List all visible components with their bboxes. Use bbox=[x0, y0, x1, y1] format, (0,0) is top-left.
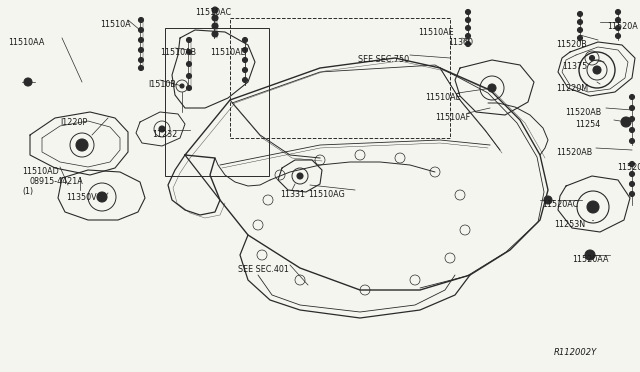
Text: 11520A: 11520A bbox=[607, 22, 637, 31]
Circle shape bbox=[97, 192, 107, 202]
Text: 11520AB: 11520AB bbox=[617, 163, 640, 172]
Circle shape bbox=[138, 58, 143, 62]
Text: 11350V: 11350V bbox=[66, 193, 97, 202]
Text: 08915-4421A: 08915-4421A bbox=[30, 177, 84, 186]
Circle shape bbox=[630, 161, 634, 167]
Text: 11510AF: 11510AF bbox=[435, 113, 470, 122]
Circle shape bbox=[243, 67, 248, 73]
Circle shape bbox=[138, 48, 143, 52]
Circle shape bbox=[186, 86, 191, 90]
Text: 11510AC: 11510AC bbox=[195, 8, 231, 17]
Text: 11520AA: 11520AA bbox=[572, 255, 609, 264]
Bar bbox=[230, 18, 450, 138]
Circle shape bbox=[243, 58, 248, 62]
Circle shape bbox=[616, 26, 621, 31]
Circle shape bbox=[577, 35, 582, 41]
Circle shape bbox=[186, 74, 191, 78]
Circle shape bbox=[76, 139, 88, 151]
Circle shape bbox=[465, 42, 470, 46]
Text: 11375: 11375 bbox=[562, 62, 588, 71]
Circle shape bbox=[621, 117, 631, 127]
Circle shape bbox=[589, 55, 595, 61]
Circle shape bbox=[186, 61, 191, 67]
Circle shape bbox=[243, 38, 248, 42]
Circle shape bbox=[297, 173, 303, 179]
Bar bbox=[165, 28, 269, 176]
Text: 11253N: 11253N bbox=[554, 220, 585, 229]
Circle shape bbox=[616, 33, 621, 38]
Circle shape bbox=[630, 94, 634, 99]
Text: 11220M: 11220M bbox=[556, 84, 588, 93]
Text: 11520B: 11520B bbox=[556, 40, 587, 49]
Text: 11510AB: 11510AB bbox=[160, 48, 196, 57]
Circle shape bbox=[138, 38, 143, 42]
Text: 11510AD: 11510AD bbox=[22, 167, 59, 176]
Circle shape bbox=[465, 26, 470, 31]
Text: l1220P: l1220P bbox=[60, 118, 87, 127]
Text: 11331: 11331 bbox=[280, 190, 305, 199]
Text: 11520AB: 11520AB bbox=[565, 108, 601, 117]
Circle shape bbox=[630, 128, 634, 132]
Text: 11232: 11232 bbox=[152, 130, 177, 139]
Circle shape bbox=[587, 201, 599, 213]
Text: 11520AC: 11520AC bbox=[542, 200, 579, 209]
Circle shape bbox=[465, 33, 470, 38]
Text: R112002Y: R112002Y bbox=[554, 348, 597, 357]
Circle shape bbox=[465, 17, 470, 22]
Circle shape bbox=[577, 12, 582, 16]
Circle shape bbox=[138, 28, 143, 32]
Circle shape bbox=[180, 84, 184, 88]
Circle shape bbox=[159, 126, 165, 132]
Text: 11510AG: 11510AG bbox=[308, 190, 345, 199]
Circle shape bbox=[544, 196, 552, 204]
Text: l1510B: l1510B bbox=[148, 80, 176, 89]
Text: SEE SEC.750: SEE SEC.750 bbox=[358, 55, 409, 64]
Text: 11510AE: 11510AE bbox=[418, 28, 454, 37]
Text: 11360: 11360 bbox=[448, 38, 473, 47]
Text: 11510AD: 11510AD bbox=[210, 48, 247, 57]
Text: 11254: 11254 bbox=[575, 120, 600, 129]
Circle shape bbox=[24, 78, 32, 86]
Circle shape bbox=[243, 48, 248, 52]
Circle shape bbox=[585, 250, 595, 260]
Circle shape bbox=[630, 171, 634, 176]
Circle shape bbox=[186, 38, 191, 42]
Text: (1): (1) bbox=[22, 187, 33, 196]
Circle shape bbox=[212, 7, 218, 13]
Circle shape bbox=[630, 182, 634, 186]
Text: 11510AA: 11510AA bbox=[8, 38, 44, 47]
Circle shape bbox=[465, 10, 470, 15]
Circle shape bbox=[138, 17, 143, 22]
Circle shape bbox=[138, 65, 143, 71]
Circle shape bbox=[630, 138, 634, 144]
Circle shape bbox=[577, 19, 582, 25]
Text: 11520AB: 11520AB bbox=[556, 148, 592, 157]
Text: 11510A: 11510A bbox=[100, 20, 131, 29]
Circle shape bbox=[488, 84, 496, 92]
Circle shape bbox=[630, 106, 634, 110]
Text: 11510AE: 11510AE bbox=[425, 93, 461, 102]
Circle shape bbox=[243, 77, 248, 83]
Circle shape bbox=[616, 17, 621, 22]
Circle shape bbox=[212, 23, 218, 29]
Circle shape bbox=[212, 31, 218, 37]
Circle shape bbox=[630, 192, 634, 196]
Circle shape bbox=[616, 10, 621, 15]
Circle shape bbox=[186, 49, 191, 55]
Circle shape bbox=[577, 28, 582, 32]
Text: SEE SEC.401: SEE SEC.401 bbox=[238, 265, 289, 274]
Circle shape bbox=[593, 66, 601, 74]
Circle shape bbox=[212, 15, 218, 21]
Circle shape bbox=[630, 116, 634, 122]
